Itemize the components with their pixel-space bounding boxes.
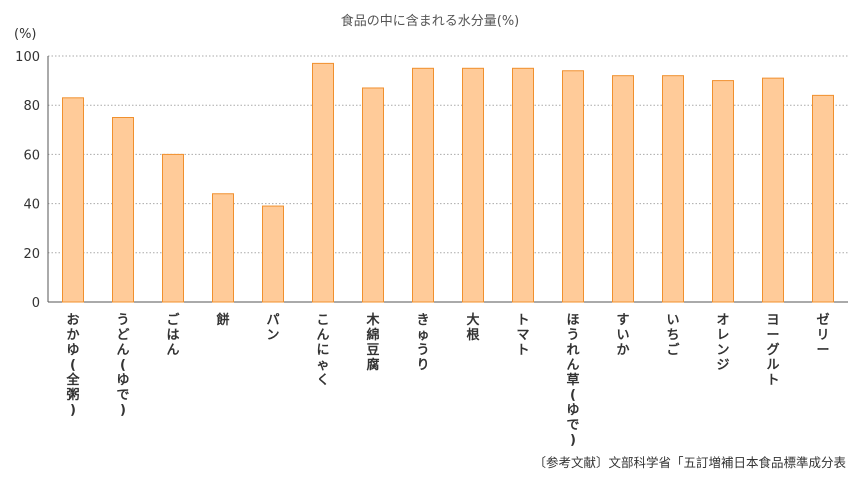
y-tick-labels: 0 20 40 60 80 100 [15,50,40,311]
x-category-label: 大根 [466,312,480,343]
y-tick-label: 80 [23,99,40,114]
bar [512,67,534,303]
source-note: 〔参考文献〕文部科学省「五訂増補日本食品標準成分表 [533,455,846,470]
x-category-label: いちご [666,313,680,358]
x-category-label: トマト [516,313,529,358]
bars [62,62,834,303]
x-category-label: うどん(ゆで) [116,313,129,418]
bar [312,62,334,303]
bar [112,117,134,303]
x-category-label: ほうれん草(ゆで) [566,313,579,448]
bar [562,70,584,303]
bar [662,75,684,303]
bar [262,205,284,303]
y-axis-unit-label: (%) [14,27,37,42]
x-category-label: オレンジ [716,313,729,373]
bar [812,94,834,303]
x-category-label: ヨーグルト [766,313,779,388]
x-category-label: おかゆ(全粥) [65,313,80,418]
bar [762,77,784,303]
bar [162,153,184,303]
x-category-label: 木綿豆腐 [365,312,380,373]
bar [412,67,434,303]
x-category-labels: おかゆ(全粥) うどん(ゆで) ごはん 餅 パン こんにゃく 木綿豆腐 きゅうり 大根 トマト ほう… [65,312,829,448]
bar [612,75,634,303]
bar [62,97,84,303]
y-tick-label: 40 [23,198,40,213]
x-category-label: ゼリー [816,312,829,358]
x-category-label: きゅうり [416,313,429,373]
x-category-label: 餅 [215,312,229,328]
bar [362,87,384,303]
x-category-label: すいか [616,313,629,358]
x-category-label: こんにゃく [316,313,329,388]
x-category-label: ごはん [166,312,180,358]
y-tick-label: 20 [23,247,40,262]
y-tick-label: 60 [23,148,40,163]
bar [462,67,484,303]
y-tick-label: 100 [15,50,40,65]
y-tick-label: 0 [32,296,40,311]
bar [712,80,734,303]
bar [212,193,234,303]
x-category-label: パン [266,313,279,343]
chart-title: 食品の中に含まれる水分量(%) [340,14,520,29]
